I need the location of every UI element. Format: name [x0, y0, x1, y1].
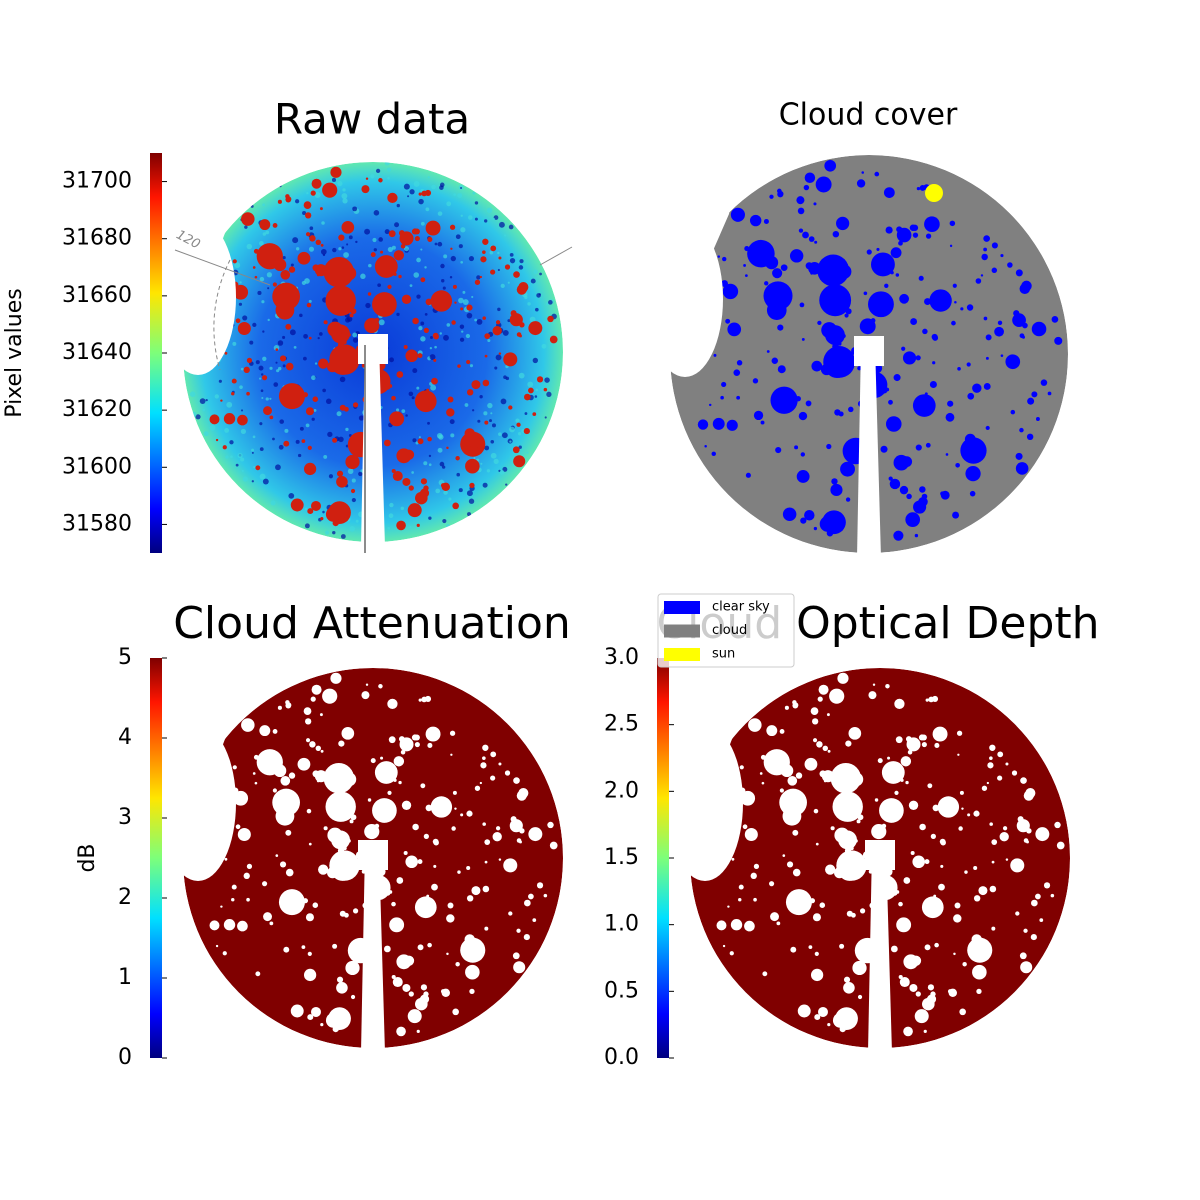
polar-grid: [213, 259, 231, 371]
colorbar-tick-label: 31640: [62, 340, 132, 365]
colorbar-tick-label: 2.0: [604, 778, 639, 803]
colorbar-tick-label: 0.5: [604, 978, 639, 1003]
colorbar-tick-label: 2.5: [604, 712, 639, 737]
legend-swatch: [664, 648, 700, 661]
legend-swatch: [664, 601, 700, 614]
colorbar-tick-label: 2: [118, 885, 132, 910]
colorbar-tick-label: 31660: [62, 283, 132, 308]
colorbar-tick-label: 31580: [62, 511, 132, 536]
panel-title: Cloud Attenuation: [173, 598, 571, 649]
colorbar-tick-label: 31680: [62, 226, 132, 251]
legend-label: cloud: [712, 623, 747, 638]
colorbar-tick-label: 31700: [62, 169, 132, 194]
colorbar-tick-label: 1: [118, 965, 132, 990]
colorbar-tick-label: 1.5: [604, 845, 639, 870]
panel-title: Raw data: [274, 95, 470, 144]
colorbar-tick-label: 5: [118, 645, 132, 670]
colorbar-tick-label: 3.0: [604, 645, 639, 670]
colorbar: [150, 658, 162, 1058]
polar-grid: [174, 249, 271, 286]
colorbar: [657, 658, 669, 1058]
polar-annotation: 120: [174, 228, 203, 253]
colorbar-tick-label: 0.0: [604, 1045, 639, 1070]
sky-image: [669, 155, 1068, 553]
legend-label: sun: [712, 647, 735, 662]
colorbar-tick-label: 4: [118, 725, 132, 750]
sky-image: [689, 668, 1070, 1048]
colorbar: [150, 153, 162, 553]
colorbar-tick-label: 0: [118, 1045, 132, 1070]
sky-image: [182, 160, 563, 542]
polar-grid: [539, 246, 573, 266]
colorbar-tick-label: 31620: [62, 397, 132, 422]
legend-swatch: [664, 624, 700, 638]
colorbar-tick-label: 31600: [62, 454, 132, 479]
colorbar-label: dB: [75, 843, 100, 872]
colorbar-label: Pixel values: [2, 288, 27, 417]
sky-image: [182, 668, 563, 1048]
colorbar-tick-label: 1.0: [604, 912, 639, 937]
colorbar-tick-label: 3: [118, 805, 132, 830]
panel-title: Cloud cover: [779, 98, 958, 133]
legend-label: clear sky: [712, 600, 770, 615]
